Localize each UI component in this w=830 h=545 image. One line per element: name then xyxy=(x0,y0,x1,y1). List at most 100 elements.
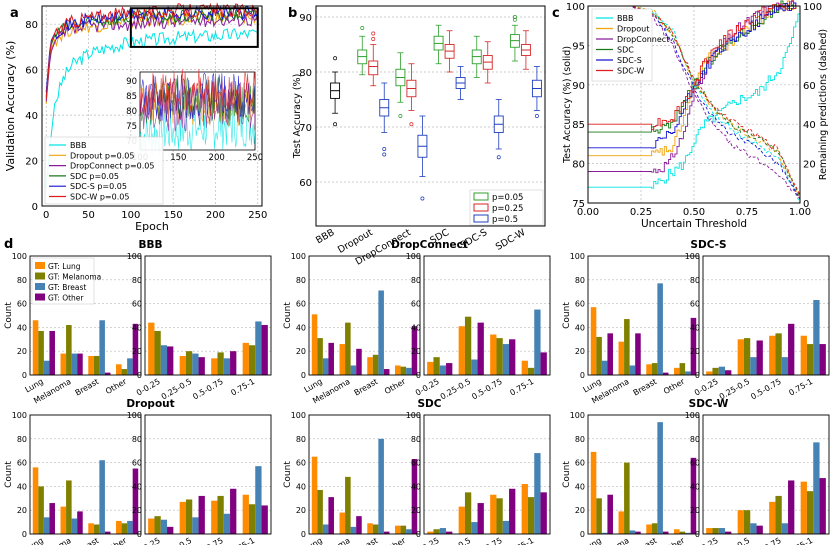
d-legend-swatch xyxy=(35,262,45,269)
d-ytick: 80 xyxy=(575,435,585,444)
d-ytick: 60 xyxy=(17,300,27,309)
d-bar xyxy=(217,352,223,375)
panel-label-d: d xyxy=(4,237,13,252)
d-bar xyxy=(38,331,44,375)
d-ytick: 60 xyxy=(411,300,421,309)
d-bar xyxy=(77,511,83,534)
a-xtick: 0 xyxy=(43,210,49,221)
d-bar xyxy=(635,333,641,375)
a-ytick: 20 xyxy=(25,157,38,168)
figure: a b c d 0204060800 50 100 150 200 250EpochVal… xyxy=(0,0,830,545)
d-bar xyxy=(630,365,636,375)
d-ytick: 0 xyxy=(416,530,421,539)
a-legend-label: BBB xyxy=(70,141,86,150)
c-legend-label: BBB xyxy=(617,14,633,23)
d-xtick: 0.5-0.75 xyxy=(191,377,224,402)
d-frame xyxy=(309,256,420,375)
b-ytick: 60 xyxy=(299,178,312,189)
b-legend-swatch xyxy=(474,193,488,200)
d-bar xyxy=(719,367,725,375)
d-bar xyxy=(33,467,39,534)
d-xtick: 0.25-0.5 xyxy=(439,377,472,402)
d-bar xyxy=(255,321,261,375)
d-bar xyxy=(490,495,496,534)
d-bar xyxy=(541,492,547,534)
d-ytick: 0 xyxy=(137,371,142,380)
d-bar xyxy=(657,283,663,375)
d-frame xyxy=(30,415,141,534)
a-legend-label: SDC-W p=0.05 xyxy=(70,193,129,202)
b-outlier xyxy=(383,147,386,150)
d-ytick: 100 xyxy=(406,252,421,261)
b-outlier xyxy=(372,32,375,35)
d-bar xyxy=(38,486,44,534)
b-box-DropConnect-p=0.5 xyxy=(418,116,427,200)
a-ytick: 60 xyxy=(25,66,38,77)
d-bar xyxy=(249,504,255,534)
d-bar xyxy=(820,344,826,375)
d-bar xyxy=(224,358,230,375)
a-legend-label: DropConnect p=0.05 xyxy=(70,162,154,171)
d-xtick: 0-0.25 xyxy=(135,377,162,398)
a-inset-xtick: 250 xyxy=(247,153,263,163)
d-bar xyxy=(72,519,78,534)
d-bar xyxy=(813,442,819,534)
d-xtick: Breast xyxy=(74,377,101,398)
d-ytick: 100 xyxy=(570,411,585,420)
d-ytick: 100 xyxy=(570,252,585,261)
c-xtick: 0.25 xyxy=(630,207,652,218)
d-legend: GT: LungGT: MelanomaGT: BreastGT: Other xyxy=(32,258,101,304)
d-bar xyxy=(446,363,452,375)
d-bar xyxy=(788,324,794,375)
d-bar xyxy=(652,523,658,534)
d-ytick: 60 xyxy=(132,459,142,468)
d-ytick: 40 xyxy=(132,482,142,491)
b-box-DropConnect-p=0.25 xyxy=(407,64,416,126)
b-box-Dropout-p=0.5 xyxy=(380,83,389,156)
d-bar xyxy=(378,439,384,534)
d-bar xyxy=(503,344,509,375)
d-bar xyxy=(384,369,390,375)
d-bar xyxy=(395,526,401,534)
b-legend-swatch xyxy=(474,215,488,222)
d-title: Dropout xyxy=(126,398,174,410)
d-ytick: 40 xyxy=(132,323,142,332)
d-ytick: 0 xyxy=(22,371,27,380)
d-bar xyxy=(775,496,781,534)
d-bar xyxy=(471,522,477,534)
d-bar xyxy=(619,511,625,534)
d-bar xyxy=(154,331,160,375)
d-bar xyxy=(406,368,412,375)
d-bar xyxy=(44,517,50,534)
d-bar xyxy=(127,358,133,375)
d-bar xyxy=(186,499,192,534)
d-bar xyxy=(685,371,691,375)
d-ytick: 60 xyxy=(575,459,585,468)
b-outlier xyxy=(497,156,500,159)
d-xtick: 0.25-0.5 xyxy=(160,536,193,545)
d-ytick: 100 xyxy=(291,252,306,261)
d-bar xyxy=(744,338,750,375)
a-inset-ytick: 85 xyxy=(126,92,137,102)
d-ytick: 20 xyxy=(690,506,700,515)
c-y2tick: 20 xyxy=(803,160,816,171)
d-bar xyxy=(211,358,217,375)
d-bar xyxy=(807,491,813,534)
a-legend-label: SDC p=0.05 xyxy=(70,172,119,181)
c-legend: BBBDropoutDropConnectSDCSDC-SSDC-W xyxy=(592,9,669,81)
d-xtick: Other xyxy=(662,536,687,545)
d-ytick: 0 xyxy=(22,530,27,539)
d-bar xyxy=(217,496,223,534)
b-box-SDC-S-p=0.05 xyxy=(472,36,481,77)
d-legend-swatch xyxy=(35,283,45,290)
d-bar xyxy=(373,355,379,375)
d-bar xyxy=(323,358,329,375)
d-bar xyxy=(738,510,744,534)
b-box-SDC-W-p=0.5 xyxy=(532,67,541,118)
d-bar xyxy=(340,344,346,375)
d-bar xyxy=(154,516,160,534)
d-ytick: 100 xyxy=(127,411,142,420)
d-bar xyxy=(122,369,128,375)
d-bar xyxy=(66,325,72,375)
